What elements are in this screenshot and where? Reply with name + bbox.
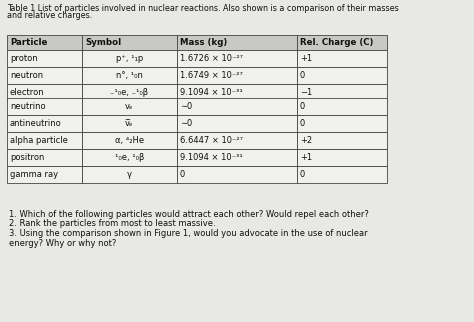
Text: 0: 0 <box>300 71 305 80</box>
Text: +1: +1 <box>300 54 312 63</box>
Bar <box>177 149 297 166</box>
Bar <box>82 149 177 166</box>
Bar <box>82 67 177 84</box>
Text: −1: −1 <box>300 88 312 97</box>
Bar <box>7 84 82 101</box>
Text: alpha particle: alpha particle <box>10 136 68 145</box>
Text: +2: +2 <box>300 136 312 145</box>
Text: Rel. Charge (C): Rel. Charge (C) <box>300 38 374 47</box>
Bar <box>297 149 387 166</box>
Text: 0: 0 <box>300 102 305 111</box>
Text: ∼0: ∼0 <box>180 119 192 128</box>
Text: energy? Why or why not?: energy? Why or why not? <box>9 239 117 248</box>
Bar <box>82 115 177 132</box>
Bar <box>177 98 297 115</box>
Text: gamma ray: gamma ray <box>10 170 58 179</box>
Bar <box>297 132 387 149</box>
Text: Table 1 List of particles involved in nuclear reactions. Also shown is a compari: Table 1 List of particles involved in nu… <box>7 4 399 13</box>
Text: Particle: Particle <box>10 38 47 47</box>
Bar <box>177 50 297 67</box>
Bar <box>7 115 82 132</box>
Text: α, ⁴₂He: α, ⁴₂He <box>115 136 144 145</box>
Text: 3. Using the comparison shown in Figure 1, would you advocate in the use of nucl: 3. Using the comparison shown in Figure … <box>9 229 368 238</box>
Text: γ: γ <box>127 170 132 179</box>
Bar <box>177 115 297 132</box>
Text: proton: proton <box>10 54 37 63</box>
Text: neutron: neutron <box>10 71 43 80</box>
Bar <box>177 84 297 101</box>
Text: 0: 0 <box>180 170 185 179</box>
Text: ∼0: ∼0 <box>180 102 192 111</box>
Text: ₋¹₀e, ₋¹₀β: ₋¹₀e, ₋¹₀β <box>110 88 148 97</box>
Text: positron: positron <box>10 153 45 162</box>
Bar <box>7 50 82 67</box>
Bar <box>7 35 82 50</box>
Text: Mass (kg): Mass (kg) <box>180 38 227 47</box>
Text: electron: electron <box>10 88 45 97</box>
Text: 0: 0 <box>300 170 305 179</box>
Bar <box>82 166 177 183</box>
Bar <box>7 98 82 115</box>
Bar <box>297 166 387 183</box>
Bar <box>82 50 177 67</box>
Text: vₑ: vₑ <box>125 102 134 111</box>
Bar <box>177 67 297 84</box>
Text: 9.1094 × 10⁻³¹: 9.1094 × 10⁻³¹ <box>180 153 243 162</box>
Bar <box>7 132 82 149</box>
Bar <box>177 35 297 50</box>
Text: 9.1094 × 10⁻³¹: 9.1094 × 10⁻³¹ <box>180 88 243 97</box>
Bar <box>297 35 387 50</box>
Bar <box>82 84 177 101</box>
Bar <box>297 67 387 84</box>
Text: neutrino: neutrino <box>10 102 46 111</box>
Bar <box>7 166 82 183</box>
Text: and relative charges.: and relative charges. <box>7 11 92 20</box>
Text: Symbol: Symbol <box>85 38 121 47</box>
Bar <box>177 132 297 149</box>
Text: 2. Rank the particles from most to least massive.: 2. Rank the particles from most to least… <box>9 220 216 229</box>
Bar <box>82 132 177 149</box>
Bar <box>7 149 82 166</box>
Text: 0: 0 <box>300 119 305 128</box>
Bar <box>297 115 387 132</box>
Text: 1. Which of the following particles would attract each other? Would repel each o: 1. Which of the following particles woul… <box>9 210 369 219</box>
Bar <box>82 35 177 50</box>
Bar <box>177 166 297 183</box>
Bar <box>82 98 177 115</box>
Text: 1.6726 × 10⁻²⁷: 1.6726 × 10⁻²⁷ <box>180 54 243 63</box>
Text: n°, ¹₀n: n°, ¹₀n <box>116 71 143 80</box>
Text: p⁺, ¹₁p: p⁺, ¹₁p <box>116 54 143 63</box>
Text: 6.6447 × 10⁻²⁷: 6.6447 × 10⁻²⁷ <box>180 136 243 145</box>
Bar <box>297 84 387 101</box>
Text: 1.6749 × 10⁻²⁷: 1.6749 × 10⁻²⁷ <box>180 71 243 80</box>
Text: v̅ₑ: v̅ₑ <box>125 119 134 128</box>
Text: ¹₀e, ¹₀β: ¹₀e, ¹₀β <box>115 153 144 162</box>
Text: antineutrino: antineutrino <box>10 119 62 128</box>
Bar <box>7 67 82 84</box>
Bar <box>297 98 387 115</box>
Text: +1: +1 <box>300 153 312 162</box>
Bar <box>297 50 387 67</box>
